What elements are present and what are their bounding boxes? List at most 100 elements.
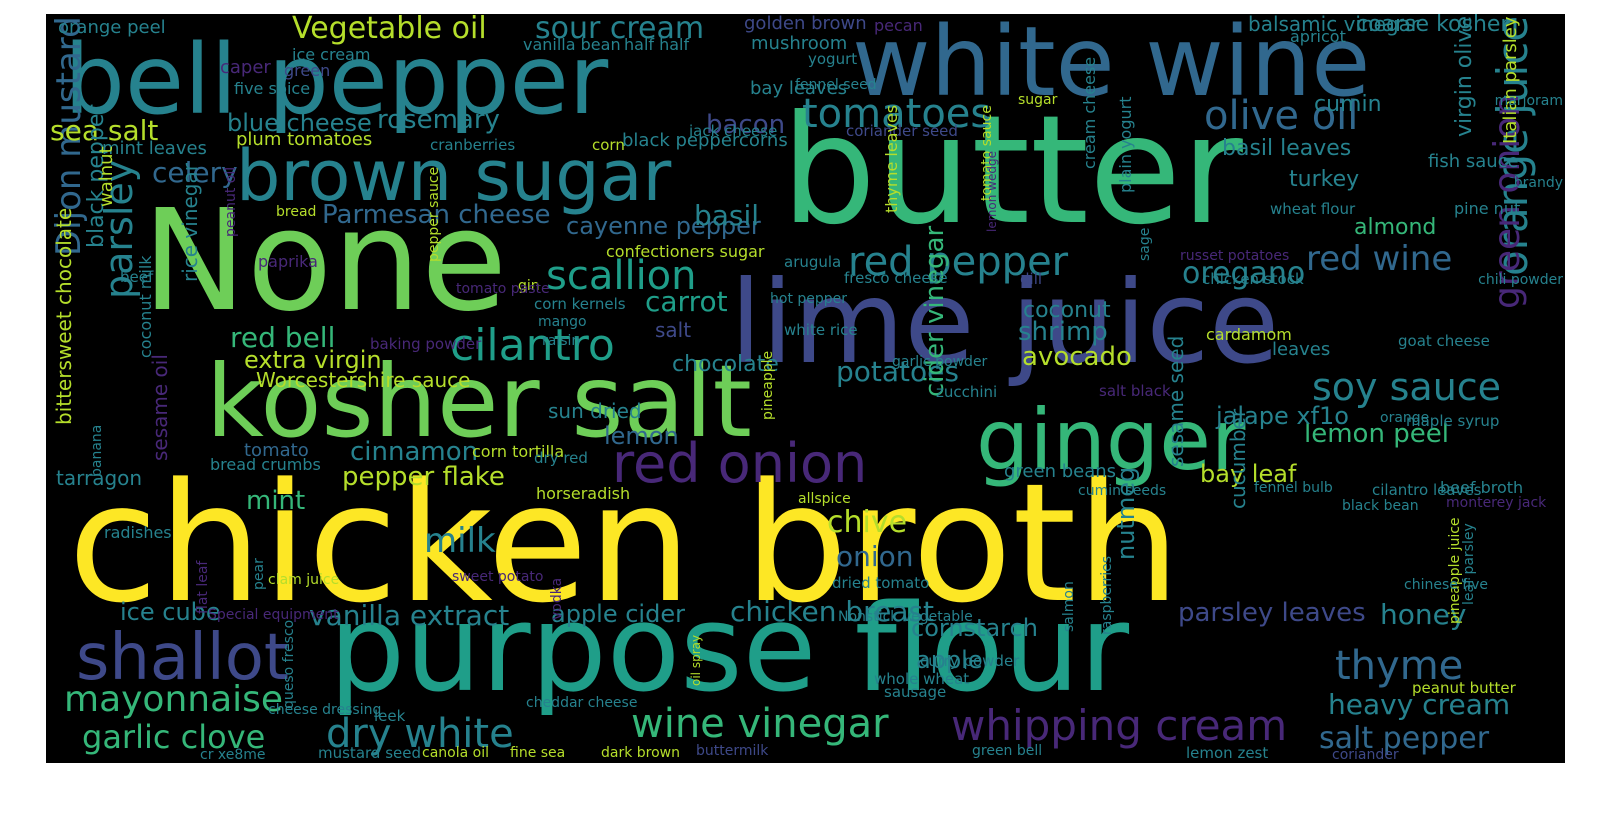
word: sun dried [548, 399, 642, 423]
word: almond [1354, 215, 1437, 240]
word: cumin seeds [1078, 483, 1167, 499]
word: pecan [874, 16, 923, 35]
word: wine vinegar [631, 701, 889, 747]
word: sesame oil [148, 354, 172, 461]
word: purpose flour [329, 580, 1130, 719]
word: fish sauce [1428, 151, 1519, 172]
word: rosemary [377, 105, 500, 135]
word: russet potatoes [1180, 248, 1290, 264]
word: dry red [534, 449, 588, 467]
word: bay leaves [750, 78, 848, 99]
word: white wine [852, 14, 1371, 118]
word: avocado [1022, 342, 1132, 372]
word: raspberries [1099, 555, 1115, 635]
word: Special equipment [208, 607, 339, 623]
word: lemon wedge [985, 151, 999, 232]
word: coconut [1023, 298, 1111, 323]
word: celery [152, 156, 238, 189]
word: jack cheese [689, 122, 778, 140]
word: Parmesan cheese [322, 200, 551, 230]
word: butter [781, 84, 1243, 258]
word: oil spray [689, 634, 703, 686]
word: mustard seed [318, 744, 421, 762]
word: black peppercorns [622, 130, 788, 151]
word: maple syrup [1406, 412, 1500, 430]
word: cheddar cheese [526, 695, 638, 711]
word: corn [592, 136, 625, 154]
word: sesame seed [1164, 335, 1188, 467]
word: sour cream [535, 14, 705, 46]
word: thyme [1335, 643, 1464, 689]
word: sausage [884, 683, 947, 701]
word: fennel seed [795, 77, 877, 93]
word: plain yogurt [1116, 96, 1135, 193]
word: rice vinegar [178, 163, 202, 282]
word: coconut milk [136, 255, 155, 358]
word: peanut oil [223, 166, 239, 237]
word: sage [1137, 227, 1153, 261]
word: fennel bulb [1254, 480, 1333, 496]
word: cardamom [1206, 325, 1292, 344]
word: oregano [1182, 256, 1306, 291]
word: blue cheese [227, 109, 372, 137]
word: pineapple juice [1447, 517, 1463, 624]
word: extra virgin [244, 346, 382, 374]
word: nutmeg [1112, 466, 1140, 560]
word: potatoes [836, 355, 959, 388]
word: cornstarch [911, 614, 1038, 642]
word: garlic clove [82, 718, 266, 756]
word: shallot [76, 621, 289, 695]
word: hot pepper [770, 291, 848, 307]
word: pine nut [1454, 199, 1521, 218]
word: lemon [604, 422, 679, 450]
word: red pepper [848, 239, 1069, 285]
word: brown sugar [236, 135, 672, 217]
word: canola oil [422, 745, 489, 761]
word: lemon zest [1186, 744, 1269, 762]
word: chicken broth [68, 448, 1181, 639]
word: cilantro leaves [1372, 481, 1482, 499]
word: mayonnaise [64, 679, 284, 720]
word: dried tomato [832, 574, 930, 592]
word: milk [424, 521, 496, 561]
word: bacon [706, 110, 786, 140]
word: onion [836, 540, 914, 573]
word: sea salt [50, 114, 159, 147]
word: black bean [1342, 498, 1419, 514]
word: sweet potato [452, 569, 544, 585]
word: caper [220, 57, 271, 78]
word: fine sea [510, 745, 566, 761]
word: paprika [258, 252, 318, 271]
word: walnut [96, 146, 117, 207]
word: tarragon [56, 466, 143, 490]
word: kosher salt [206, 343, 752, 460]
word: coriander [1332, 747, 1399, 763]
word: horseradish [536, 484, 631, 503]
word: mint [246, 486, 306, 516]
word: Worcestershire sauce [256, 368, 471, 392]
word: chili powder [1478, 272, 1563, 288]
word: olive oil [1204, 93, 1359, 139]
word: five spice [234, 79, 311, 98]
word: mushroom [751, 33, 848, 54]
word: curry powder [920, 652, 1020, 670]
word: Nonstick vegetable [838, 609, 973, 625]
word: basil [694, 199, 760, 232]
word: cinnamon [350, 437, 479, 467]
word: ice cream [292, 45, 371, 64]
word: chive [827, 505, 908, 540]
word: golden brown [744, 14, 867, 34]
word: beef [120, 268, 154, 286]
word: tomato [244, 440, 309, 461]
word: confectioners sugar [606, 242, 765, 261]
word: flat leaf [195, 560, 211, 614]
word: jalape xf1o [1216, 402, 1349, 430]
word: zucchini [936, 383, 998, 401]
word: red onion [612, 432, 868, 495]
word: monterey jack [1446, 495, 1547, 511]
word: Italian parsley [1500, 16, 1521, 144]
word: chocolate [672, 352, 779, 377]
word: sugar [1018, 92, 1058, 108]
word: chinese five [1404, 577, 1489, 593]
word: cucumber [1226, 408, 1250, 509]
